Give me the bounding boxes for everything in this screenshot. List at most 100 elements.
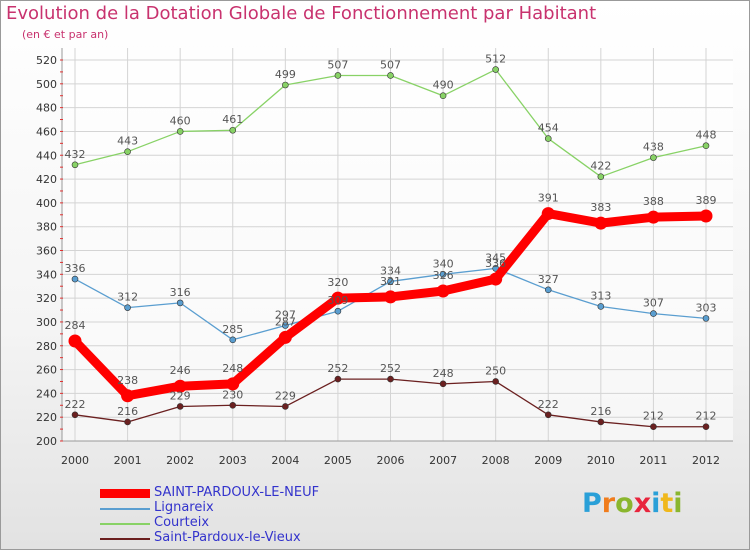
data-point [699,209,713,223]
x-tick-label: 2000 [61,454,89,467]
y-tick-label: 460 [36,125,57,138]
data-point [331,291,345,305]
x-tick-label: 2011 [639,454,667,467]
data-label: 238 [117,374,138,387]
y-tick-label: 220 [36,411,57,424]
data-point [387,375,394,383]
data-point [229,126,237,134]
data-label: 248 [433,367,454,380]
data-label: 222 [65,398,86,411]
y-tick-label: 300 [36,316,57,329]
data-point [544,286,552,294]
data-label: 388 [643,195,664,208]
data-label: 246 [170,364,191,377]
data-point [387,72,394,79]
data-point [71,161,79,169]
data-label: 229 [275,389,296,402]
y-tick-label: 340 [36,268,57,281]
data-label: 212 [696,410,717,423]
data-label: 320 [327,276,348,289]
data-label: 212 [643,410,664,423]
data-label: 389 [696,194,717,207]
data-point [650,423,657,431]
data-label: 230 [222,388,243,401]
data-point [702,142,710,150]
data-point [282,81,289,89]
x-tick-label: 2012 [692,454,720,467]
data-point [387,278,394,285]
data-point [278,330,292,344]
data-label: 422 [590,160,611,173]
data-point [334,307,342,315]
y-tick-label: 420 [36,173,57,186]
data-point [71,275,79,283]
data-point [702,423,710,431]
y-tick-label: 480 [36,102,57,115]
legend-label: Saint-Pardoux-le-Vieux [154,530,301,545]
plot-area [62,48,733,441]
data-point [176,128,184,135]
x-tick-label: 2006 [377,454,405,467]
data-label: 460 [170,114,191,127]
data-point [282,403,289,410]
data-point [650,310,657,317]
data-point [439,92,447,100]
x-tick-label: 2004 [271,454,299,467]
data-label: 326 [433,269,454,282]
data-point [229,401,237,409]
data-label: 327 [538,273,559,286]
data-point [702,315,710,322]
y-tick-label: 260 [36,364,57,377]
x-tick-label: 2001 [114,454,142,467]
data-point [597,418,605,426]
legend-label: Lignareix [154,500,214,515]
data-point [124,304,131,311]
data-label: 216 [117,405,138,418]
data-point [176,403,184,410]
data-point [436,284,450,298]
x-tick-label: 2002 [166,454,194,467]
chart-subtitle: (en € et par an) [22,28,109,41]
data-label: 285 [222,323,243,336]
data-label: 336 [485,257,506,270]
data-point [597,173,605,180]
data-label: 312 [117,291,138,304]
data-label: 303 [696,301,717,314]
data-point [68,334,82,348]
data-point [282,322,289,329]
data-point [594,216,608,230]
data-label: 316 [170,286,191,299]
data-label: 383 [590,201,611,214]
data-label: 216 [590,405,611,418]
x-tick-label: 2010 [587,454,615,467]
data-label: 284 [65,319,86,332]
data-point [384,290,397,304]
legend-swatch [100,537,150,540]
y-tick-label: 440 [36,149,57,162]
data-label: 432 [65,148,86,161]
data-point [334,72,342,79]
data-point [176,299,184,307]
data-label: 499 [275,68,296,81]
x-tick-label: 2005 [324,454,352,467]
y-tick-label: 500 [36,78,57,91]
legend-label: SAINT-PARDOUX-LE-NEUF [154,485,320,500]
data-point [646,210,660,224]
data-label: 336 [65,262,86,275]
data-point [229,336,237,344]
data-label: 340 [433,257,454,270]
y-tick-label: 320 [36,292,57,305]
x-tick-label: 2008 [482,454,510,467]
y-tick-label: 240 [36,387,57,400]
data-point [439,380,447,388]
data-point [334,375,342,383]
data-label: 448 [696,129,717,142]
x-tick-label: 2003 [219,454,247,467]
legend-swatch [100,507,150,510]
chart-title: Evolution de la Dotation Globale de Fonc… [6,3,597,24]
data-label: 307 [643,297,664,310]
data-point [541,207,555,221]
y-tick-label: 280 [36,340,57,353]
data-label: 334 [380,264,401,277]
